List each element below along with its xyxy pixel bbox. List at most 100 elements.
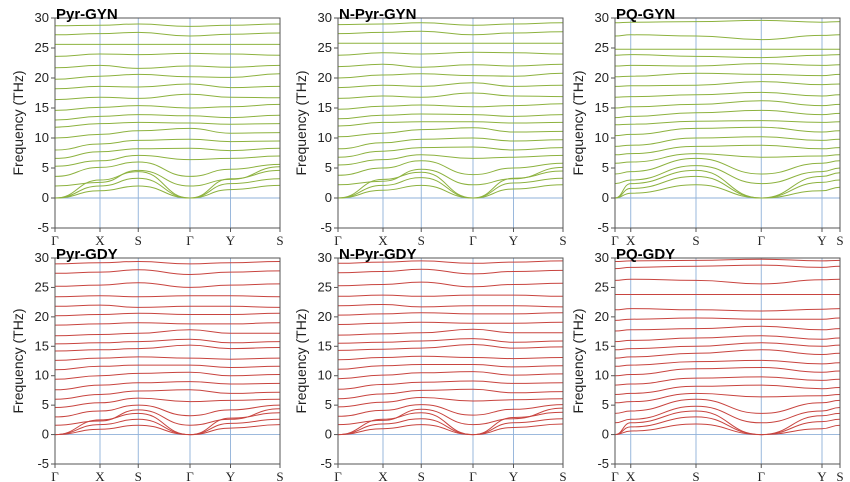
phonon-band: [615, 81, 840, 87]
k-point-label: Y: [226, 233, 236, 248]
y-tick-label: 15: [318, 338, 332, 353]
band-lines: [338, 22, 563, 199]
phonon-band: [338, 170, 563, 199]
y-tick-label: 15: [595, 338, 609, 353]
y-tick-label: 20: [318, 309, 332, 324]
k-point-label: Γ: [334, 469, 342, 482]
plot-frame: [614, 257, 841, 465]
phonon-band: [615, 410, 840, 436]
k-point-label: Γ: [334, 233, 342, 248]
phonon-band: [55, 424, 280, 436]
phonon-band: [338, 396, 563, 408]
phonon-band: [55, 83, 280, 90]
phonon-band: [615, 19, 840, 24]
phonon-band: [615, 366, 840, 377]
y-tick-label: -5: [597, 456, 609, 471]
y-tick-label: 0: [602, 427, 609, 442]
k-point-label: Γ: [51, 233, 59, 248]
y-tick-label: 30: [595, 250, 609, 265]
phonon-band: [615, 349, 840, 359]
phonon-band: [55, 177, 280, 199]
phonon-band: [55, 312, 280, 317]
phonon-band: [615, 175, 840, 199]
band-lines: [55, 23, 280, 199]
phonon-band: [615, 423, 840, 436]
phonon-band: [338, 146, 563, 158]
k-point-label: S: [418, 233, 425, 248]
panel-title: N-Pyr-GDY: [339, 246, 417, 263]
phonon-band: [615, 376, 840, 386]
phonon-band: [615, 342, 840, 351]
k-point-label: S: [135, 233, 142, 248]
k-point-label: Y: [817, 469, 827, 482]
k-point-label: Γ: [611, 233, 619, 248]
band-lines: [338, 260, 563, 436]
phonon-band: [615, 63, 840, 67]
phonon-band: [338, 72, 563, 79]
phonon-band: [55, 161, 280, 177]
phonon-band: [338, 166, 563, 186]
y-tick-label: 0: [325, 427, 332, 442]
phonon-band: [338, 113, 563, 120]
phonon-band: [338, 63, 563, 68]
phonon-band: [338, 312, 563, 316]
phonon-band: [55, 103, 280, 111]
phonon-band: [338, 404, 563, 417]
y-tick-label: 10: [35, 368, 49, 383]
phonon-band: [338, 154, 563, 166]
phonon-band: [55, 64, 280, 69]
phonon-band: [55, 412, 280, 436]
phonon-band: [55, 73, 280, 80]
phonon-band: [615, 72, 840, 78]
phonon-band: [338, 30, 563, 36]
phonon-band: [615, 384, 840, 395]
phonon-band: [55, 184, 280, 199]
phonon-band: [55, 295, 280, 298]
phonon-band: [338, 294, 563, 297]
phonon-band: [615, 126, 840, 137]
k-point-label: S: [276, 233, 283, 248]
k-point-label: Γ: [757, 469, 765, 482]
phonon-band: [55, 404, 280, 418]
phonon-band: [55, 356, 280, 361]
phonon-band: [55, 169, 280, 199]
phonon-band: [55, 166, 280, 187]
k-point-label: S: [418, 469, 425, 482]
phonon-band: [615, 165, 840, 185]
y-axis-label: Frequency (THz): [10, 308, 26, 413]
y-tick-label: 10: [595, 368, 609, 383]
phonon-band: [55, 121, 280, 128]
y-tick-label: 15: [35, 100, 49, 115]
k-point-label: Γ: [469, 469, 477, 482]
k-point-label: Y: [817, 233, 827, 248]
k-point-label: Y: [509, 469, 519, 482]
y-tick-label: 5: [42, 160, 49, 175]
band-panel: -5 0 5 10 15 20 25 30 Γ X S Γ Y S Frequency (THz) N-Pyr…: [293, 6, 567, 248]
y-tick-label: 25: [595, 279, 609, 294]
k-point-label: S: [559, 233, 566, 248]
y-tick-label: 0: [325, 190, 332, 205]
phonon-band: [615, 325, 840, 332]
y-tick-label: 25: [35, 279, 49, 294]
phonon-band: [55, 344, 280, 352]
phonon-band: [615, 405, 840, 424]
y-axis-label: Frequency (THz): [570, 70, 586, 175]
k-point-label: X: [95, 233, 105, 248]
y-tick-label: 20: [318, 70, 332, 85]
y-tick-label: 25: [318, 40, 332, 55]
phonon-band: [338, 343, 563, 351]
k-point-label: Γ: [757, 233, 765, 248]
y-tick-label: 20: [35, 70, 49, 85]
phonon-band: [615, 335, 840, 343]
y-tick-label: -5: [37, 456, 49, 471]
phonon-band: [55, 138, 280, 151]
y-tick-label: 0: [42, 190, 49, 205]
phonon-band: [55, 114, 280, 121]
phonon-band: [338, 260, 563, 264]
panel-title: PQ-GDY: [616, 246, 675, 263]
phonon-band: [55, 389, 280, 400]
phonon-band: [55, 329, 280, 337]
phonon-band: [55, 418, 280, 436]
phonon-band: [615, 34, 840, 41]
